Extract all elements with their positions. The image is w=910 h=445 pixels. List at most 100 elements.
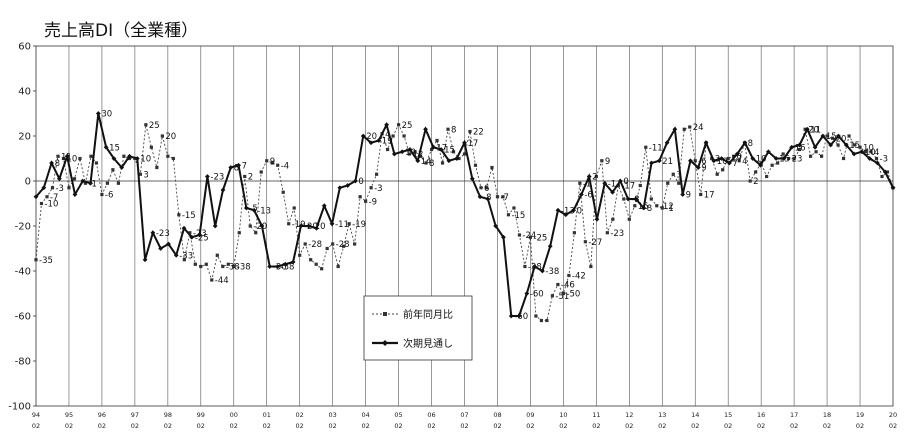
- data-label-outlook: 0: [623, 177, 628, 187]
- point-outlook: [49, 160, 54, 166]
- point-yoy: [605, 231, 609, 235]
- data-label-yoy: -35: [39, 256, 53, 266]
- data-label-yoy: 25: [149, 121, 160, 131]
- point-yoy: [825, 134, 829, 138]
- x-month-label: 02: [592, 422, 600, 430]
- point-yoy: [402, 134, 406, 138]
- x-year-label: 04: [361, 411, 369, 419]
- point-yoy: [320, 267, 324, 271]
- point-outlook: [415, 158, 421, 164]
- data-label-outlook: 16: [795, 143, 806, 153]
- point-outlook: [360, 133, 366, 139]
- data-label-yoy: -23: [610, 229, 624, 239]
- data-label-outlook: -60: [514, 312, 528, 322]
- data-label-outlook: 15: [444, 146, 455, 156]
- point-outlook: [41, 185, 47, 191]
- point-yoy: [155, 165, 159, 170]
- point-outlook: [797, 142, 802, 148]
- data-label-outlook: 21: [662, 157, 673, 167]
- point-yoy: [100, 192, 104, 197]
- point-yoy: [89, 154, 93, 158]
- data-label-yoy: 24: [693, 123, 704, 133]
- point-outlook: [672, 126, 678, 132]
- point-yoy: [550, 294, 554, 298]
- point-yoy: [644, 145, 648, 149]
- data-label-yoy: 12: [413, 150, 424, 160]
- legend-marker-yoy: [383, 312, 387, 316]
- x-year-label: 99: [197, 411, 205, 419]
- point-yoy: [534, 314, 538, 318]
- data-label-outlook: 15: [779, 155, 790, 165]
- point-outlook: [828, 142, 834, 148]
- x-month-label: 02: [493, 422, 501, 430]
- point-outlook: [617, 178, 623, 184]
- point-yoy: [523, 264, 527, 269]
- x-year-label: 20: [889, 411, 897, 419]
- point-yoy: [726, 156, 730, 161]
- point-outlook: [88, 180, 93, 186]
- data-label-outlook: 8: [55, 159, 60, 169]
- point-yoy: [111, 168, 115, 172]
- point-yoy: [391, 134, 395, 138]
- data-label-outlook: -30: [273, 263, 287, 273]
- point-outlook: [353, 178, 358, 184]
- point-yoy: [309, 258, 313, 262]
- data-label-yoy: -3: [880, 155, 888, 165]
- point-yoy: [638, 183, 642, 188]
- data-label-outlook: -5: [249, 204, 257, 214]
- point-outlook: [734, 151, 740, 157]
- x-month-label: 02: [263, 422, 271, 430]
- data-label-outlook: 17: [436, 143, 447, 153]
- point-outlook: [259, 223, 265, 229]
- point-outlook: [251, 207, 257, 213]
- data-label-yoy: -38: [237, 263, 251, 273]
- x-year-label: 02: [296, 411, 304, 419]
- point-outlook: [197, 232, 203, 238]
- point-yoy: [396, 123, 401, 127]
- data-label-yoy: -7: [500, 193, 508, 203]
- data-label-yoy: -28: [308, 240, 322, 250]
- point-outlook: [688, 158, 693, 164]
- data-label-yoy: 8: [429, 159, 434, 169]
- point-outlook: [875, 160, 880, 166]
- data-label-yoy: 20: [165, 132, 176, 142]
- point-yoy: [435, 138, 439, 143]
- point-yoy: [490, 165, 494, 170]
- point-outlook: [586, 174, 592, 179]
- data-label-yoy: -1: [88, 179, 96, 189]
- point-yoy: [237, 231, 241, 235]
- data-label-outlook: -8: [631, 195, 639, 205]
- point-outlook: [719, 156, 724, 161]
- point-yoy: [166, 154, 170, 158]
- point-yoy: [215, 253, 219, 257]
- point-yoy: [314, 262, 318, 266]
- point-outlook: [516, 313, 522, 319]
- point-outlook: [641, 205, 647, 211]
- point-outlook: [462, 140, 467, 146]
- data-label-yoy: 2: [248, 173, 253, 183]
- point-outlook: [298, 223, 304, 229]
- point-yoy: [567, 273, 571, 278]
- point-outlook: [758, 162, 763, 168]
- point-yoy: [210, 278, 214, 282]
- point-yoy: [50, 186, 55, 190]
- data-label-yoy: 20: [808, 125, 819, 135]
- point-outlook: [228, 165, 234, 170]
- data-label-yoy: 6: [484, 184, 489, 194]
- point-outlook: [656, 158, 662, 164]
- data-label-yoy: 9: [605, 157, 610, 167]
- point-yoy: [710, 156, 714, 161]
- point-outlook: [703, 140, 709, 146]
- x-year-label: 00: [230, 411, 238, 419]
- x-month-label: 02: [329, 422, 337, 430]
- chart-title-box: 売上高DI（全業種）: [40, 18, 198, 42]
- point-yoy: [506, 213, 511, 217]
- point-yoy: [298, 253, 302, 257]
- data-label-yoy: 17: [731, 155, 742, 165]
- point-yoy: [232, 264, 236, 269]
- point-yoy: [331, 242, 335, 246]
- point-outlook: [407, 147, 413, 152]
- x-month-label: 02: [724, 422, 732, 430]
- point-outlook: [212, 223, 218, 229]
- x-year-label: 94: [32, 411, 40, 419]
